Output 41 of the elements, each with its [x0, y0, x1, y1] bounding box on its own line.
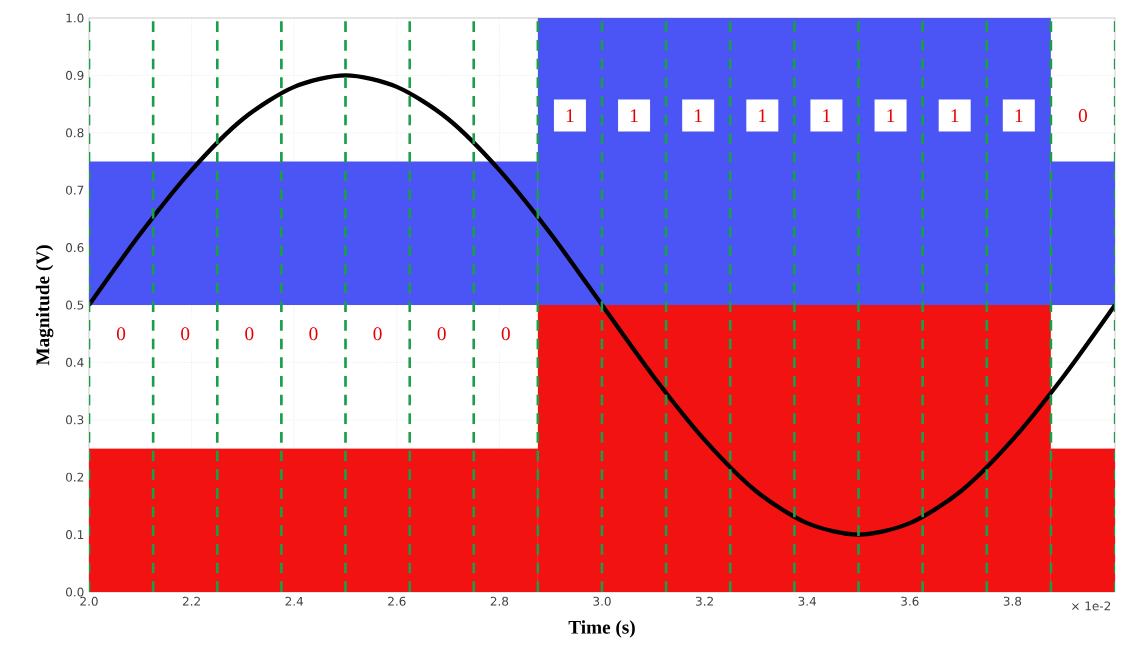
x-tick-label: 3.2 — [695, 596, 713, 606]
y-tick-label: 0.1 — [66, 530, 84, 540]
annotation: 1 — [951, 109, 959, 122]
y-tick-label: 1.0 — [66, 13, 84, 23]
y-tick-label: 0.7 — [66, 185, 84, 195]
y-tick-label: 0.6 — [66, 243, 84, 253]
y-tick-label: 0.3 — [66, 415, 84, 425]
annotation: 0 — [373, 327, 382, 341]
line-series — [89, 73, 1115, 537]
annotation: 0 — [437, 327, 446, 341]
annotation: 1 — [887, 109, 895, 122]
y-tick-label: 0.9 — [66, 70, 84, 80]
annotation: 0 — [245, 327, 254, 341]
x-tick-label: 2.0 — [80, 596, 98, 606]
x-tick-label: 2.8 — [490, 596, 509, 606]
x-tick-label: 3.8 — [1003, 596, 1022, 606]
annotation: 0 — [181, 327, 190, 341]
annotation: 1 — [759, 109, 766, 122]
annotation: 1 — [695, 109, 702, 122]
x-tick-label: 2.2 — [182, 596, 200, 606]
x-tick-label: 2.4 — [285, 596, 304, 606]
x-tick-label: 3.0 — [593, 596, 611, 606]
annotation: 0 — [1078, 109, 1088, 123]
y-tick-label: 0.0 — [66, 587, 84, 597]
annotation: 0 — [309, 327, 318, 341]
text: × 1e-2 — [1072, 601, 1111, 611]
y-tick-label: 0.5 — [66, 300, 84, 310]
x-tick-label: 2.6 — [388, 596, 406, 606]
x-tick-label: 3.6 — [901, 596, 919, 606]
annotation: 1 — [1015, 109, 1023, 122]
annotation: 1 — [823, 109, 831, 122]
y-axis-title: Magnitude (V) — [35, 245, 54, 366]
annotation: 1 — [630, 109, 638, 122]
y-tick-label: 0.8 — [66, 128, 84, 138]
y-tick-label: 0.4 — [66, 357, 84, 367]
x-tick-label: 3.4 — [798, 596, 817, 606]
x-axis-title: Time (s) — [568, 620, 635, 638]
annotation: 0 — [117, 327, 126, 341]
y-tick-label: 0.2 — [66, 472, 84, 482]
annotation: 1 — [566, 109, 574, 122]
annotation: 0 — [501, 327, 510, 341]
